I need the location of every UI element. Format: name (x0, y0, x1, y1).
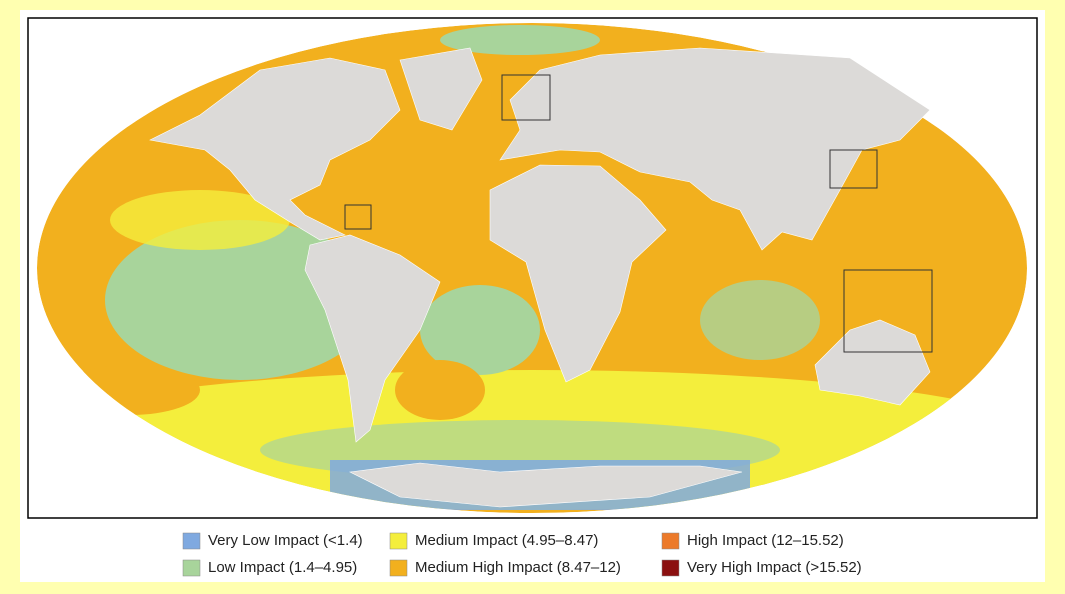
legend-swatch (182, 532, 201, 550)
legend: Very Low Impact (<1.4) Medium Impact (4.9… (182, 532, 862, 577)
legend-swatch (182, 559, 201, 577)
land (149, 47, 931, 508)
legend-swatch (661, 532, 680, 550)
legend-label: Very Low Impact (<1.4) (208, 532, 363, 549)
legend-label: Medium Impact (4.95–8.47) (415, 532, 598, 549)
legend-label: High Impact (12–15.52) (687, 532, 844, 549)
legend-swatch (389, 559, 408, 577)
legend-swatch (661, 559, 680, 577)
focus-boxes (344, 74, 933, 353)
legend-label: Medium High Impact (8.47–12) (415, 559, 621, 576)
legend-label: Very High Impact (>15.52) (687, 559, 862, 576)
legend-label: Low Impact (1.4–4.95) (208, 559, 357, 576)
legend-swatch (389, 532, 408, 550)
